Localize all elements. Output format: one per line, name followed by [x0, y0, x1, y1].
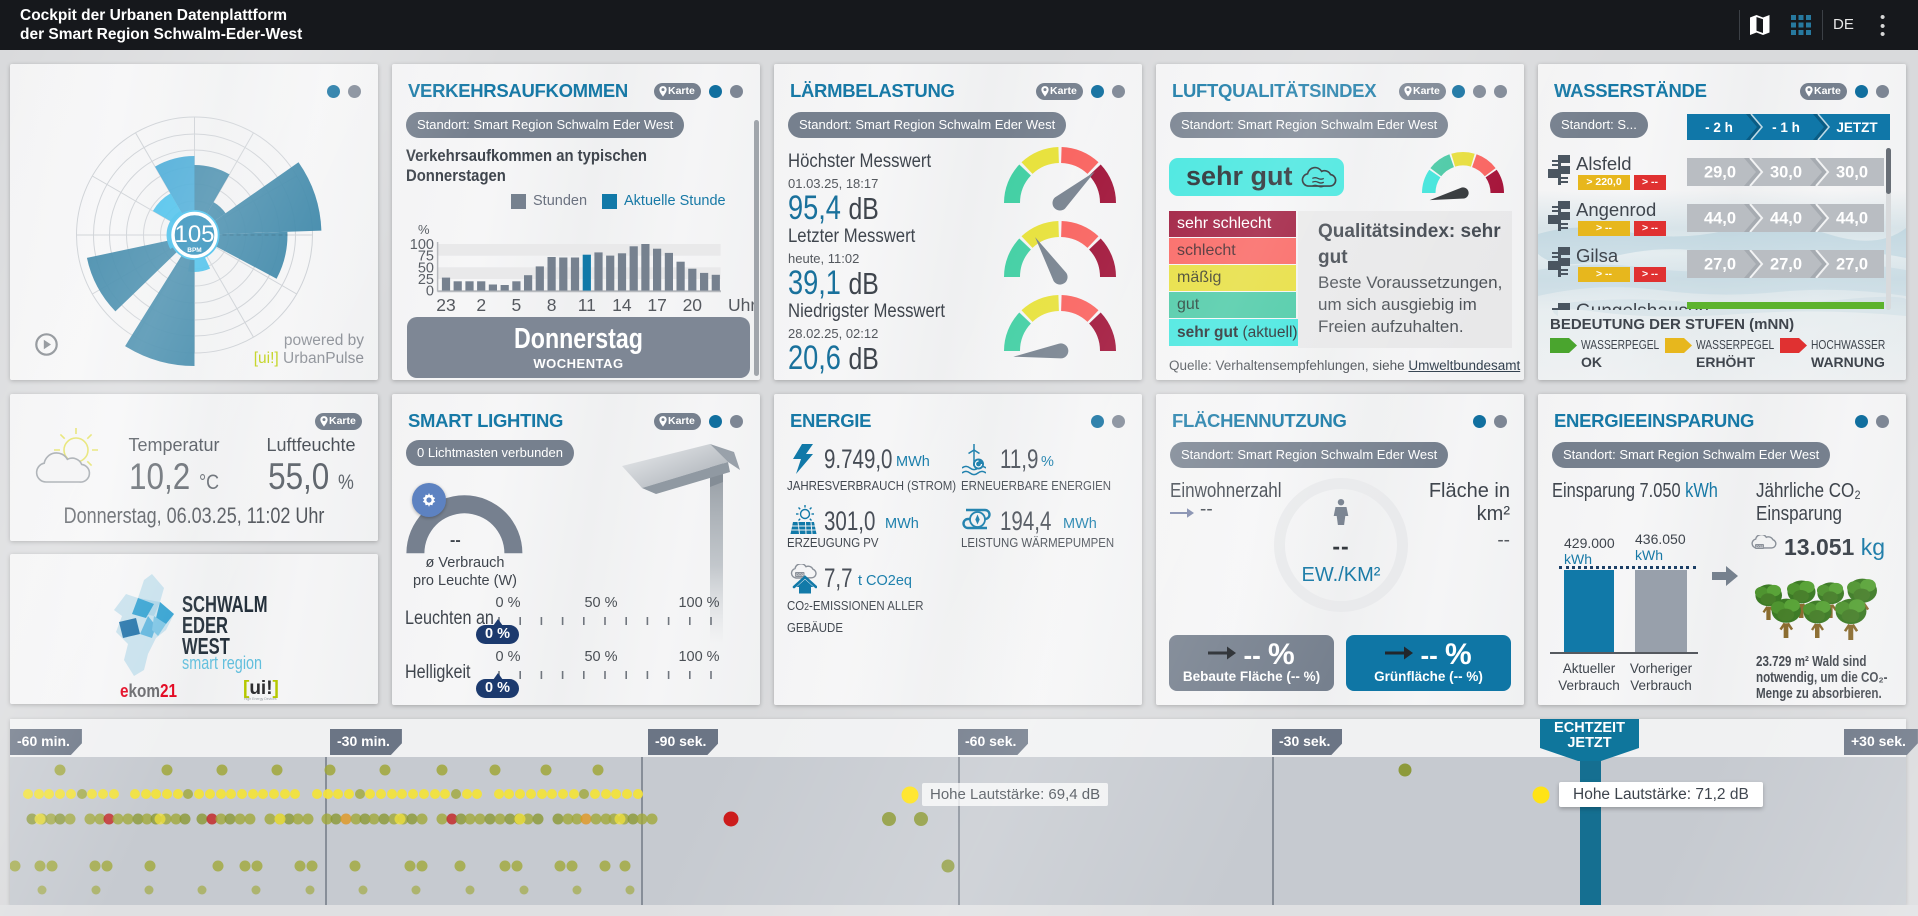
- svg-text:23: 23: [436, 295, 455, 315]
- svg-text:27,0: 27,0: [1836, 256, 1868, 274]
- svg-text:JETZT: JETZT: [1567, 735, 1611, 751]
- svg-text:11: 11: [578, 295, 596, 315]
- svg-text:44,0: 44,0: [1836, 210, 1868, 228]
- svg-text:100: 100: [410, 237, 434, 253]
- svg-text:CO2: CO2: [796, 572, 805, 577]
- svg-text:%: %: [418, 222, 430, 237]
- svg-text:14: 14: [612, 295, 632, 315]
- svg-text:2: 2: [476, 295, 486, 315]
- svg-text:ECHTZEIT: ECHTZEIT: [1554, 720, 1625, 736]
- svg-text:CO2: CO2: [1756, 545, 1764, 549]
- svg-text:17: 17: [647, 295, 666, 315]
- svg-text:25: 25: [418, 272, 434, 288]
- svg-text:27,0: 27,0: [1770, 256, 1802, 274]
- svg-text:BPM: BPM: [187, 247, 201, 254]
- svg-text:- 2 h: - 2 h: [1705, 120, 1733, 135]
- svg-text:JETZT: JETZT: [1836, 120, 1878, 135]
- svg-text:27,0: 27,0: [1704, 256, 1736, 274]
- svg-text:30,0: 30,0: [1770, 164, 1802, 182]
- svg-text:8: 8: [547, 295, 557, 315]
- svg-text:29,0: 29,0: [1704, 164, 1736, 182]
- svg-text:20: 20: [683, 295, 703, 315]
- svg-text:Uhrzeit: Uhrzeit: [728, 295, 758, 315]
- svg-text:50: 50: [418, 260, 434, 276]
- svg-text:105: 105: [174, 221, 214, 248]
- svg-text:5: 5: [512, 295, 522, 315]
- svg-text:44,0: 44,0: [1770, 210, 1802, 228]
- svg-text:- 1 h: - 1 h: [1772, 120, 1800, 135]
- svg-text:0: 0: [426, 284, 434, 300]
- svg-text:30,0: 30,0: [1836, 164, 1868, 182]
- svg-text:75: 75: [418, 249, 434, 265]
- svg-text:44,0: 44,0: [1704, 210, 1736, 228]
